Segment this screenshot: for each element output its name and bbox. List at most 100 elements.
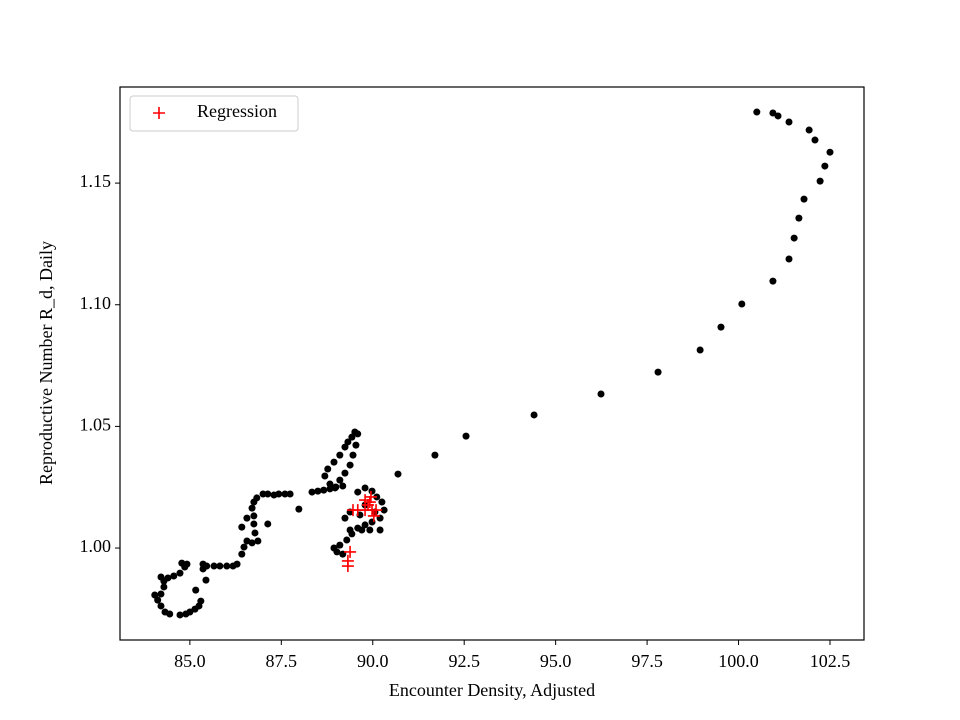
data-point	[785, 118, 793, 126]
data-point	[341, 554, 354, 567]
data-point	[378, 498, 386, 506]
data-point	[795, 214, 803, 222]
x-tick-label: 92.5	[448, 651, 480, 671]
y-tick-label: 1.00	[80, 536, 112, 556]
data-point	[359, 494, 372, 507]
data-point	[191, 605, 199, 613]
data-point	[157, 590, 165, 598]
data-point	[341, 443, 349, 451]
y-tick-label: 1.05	[80, 415, 112, 435]
data-point	[367, 509, 380, 522]
x-axis-label: Encounter Density, Adjusted	[389, 680, 595, 700]
x-tick-label: 87.5	[266, 651, 298, 671]
data-point	[348, 433, 356, 441]
data-point	[717, 323, 725, 331]
data-point	[774, 112, 782, 120]
data-point	[654, 368, 662, 376]
data-point	[354, 488, 362, 496]
data-point	[164, 574, 172, 582]
data-point	[361, 521, 369, 529]
data-point	[326, 485, 334, 493]
data-point	[769, 277, 777, 285]
data-point	[800, 195, 808, 203]
data-point	[250, 498, 258, 506]
data-point	[259, 490, 267, 498]
data-point	[344, 545, 357, 558]
data-point	[176, 569, 184, 577]
data-point	[330, 458, 338, 466]
data-point	[336, 476, 344, 484]
legend-box	[129, 95, 299, 132]
data-point	[157, 573, 165, 581]
data-point	[161, 608, 169, 616]
data-point	[314, 487, 322, 495]
data-point	[170, 572, 178, 580]
data-point	[339, 482, 347, 490]
data-point	[333, 548, 341, 556]
data-point	[240, 543, 248, 551]
data-point	[346, 461, 354, 469]
data-point	[254, 537, 262, 545]
data-point	[248, 504, 256, 512]
data-point	[361, 484, 369, 492]
data-point	[151, 591, 159, 599]
data-point	[790, 234, 798, 242]
data-point	[324, 465, 332, 473]
data-point	[157, 602, 165, 610]
data-point	[696, 346, 704, 354]
data-point	[154, 596, 162, 604]
data-point	[816, 177, 824, 185]
x-tick-label: 95.0	[540, 651, 572, 671]
data-point	[811, 136, 819, 144]
legend-marker	[153, 107, 165, 119]
x-tick-label: 97.5	[631, 651, 663, 671]
data-point	[344, 438, 352, 446]
y-tick-label: 1.15	[80, 171, 112, 191]
legend-label: Regression	[197, 101, 277, 121]
data-point	[349, 451, 357, 459]
data-point	[176, 611, 184, 619]
data-point	[597, 390, 605, 398]
data-point	[183, 560, 191, 568]
data-point	[192, 586, 200, 594]
x-tick-label: 90.0	[357, 651, 389, 671]
data-point	[358, 526, 366, 534]
data-point	[332, 483, 340, 491]
data-point	[308, 488, 316, 496]
data-point	[321, 472, 329, 480]
data-point	[394, 470, 402, 478]
data-point	[769, 109, 777, 117]
data-point	[320, 486, 328, 494]
data-point	[364, 490, 377, 503]
data-point	[738, 300, 746, 308]
data-point	[366, 526, 374, 534]
data-point	[462, 432, 470, 440]
data-point	[202, 576, 210, 584]
data-point	[216, 562, 224, 570]
y-tick-label: 1.10	[80, 293, 112, 313]
data-point	[243, 537, 251, 545]
data-point	[530, 411, 538, 419]
y-axis-label: Reproductive Number R_d, Daily	[36, 241, 56, 485]
x-tick-label: 102.5	[810, 651, 851, 671]
data-point	[229, 562, 237, 570]
data-point	[785, 255, 793, 263]
data-point	[336, 541, 344, 549]
data-point	[238, 550, 246, 558]
data-point	[343, 536, 351, 544]
data-point	[270, 491, 278, 499]
data-point	[431, 451, 439, 459]
data-point	[281, 490, 289, 498]
data-point	[821, 162, 829, 170]
data-point	[182, 610, 190, 618]
data-point	[341, 514, 349, 522]
data-point	[199, 560, 207, 568]
data-point	[326, 480, 334, 488]
data-point	[346, 526, 354, 534]
data-point	[354, 430, 362, 438]
x-tick-label: 100.0	[718, 651, 759, 671]
data-point	[295, 505, 303, 513]
data-point	[380, 506, 388, 514]
data-point	[264, 520, 272, 528]
